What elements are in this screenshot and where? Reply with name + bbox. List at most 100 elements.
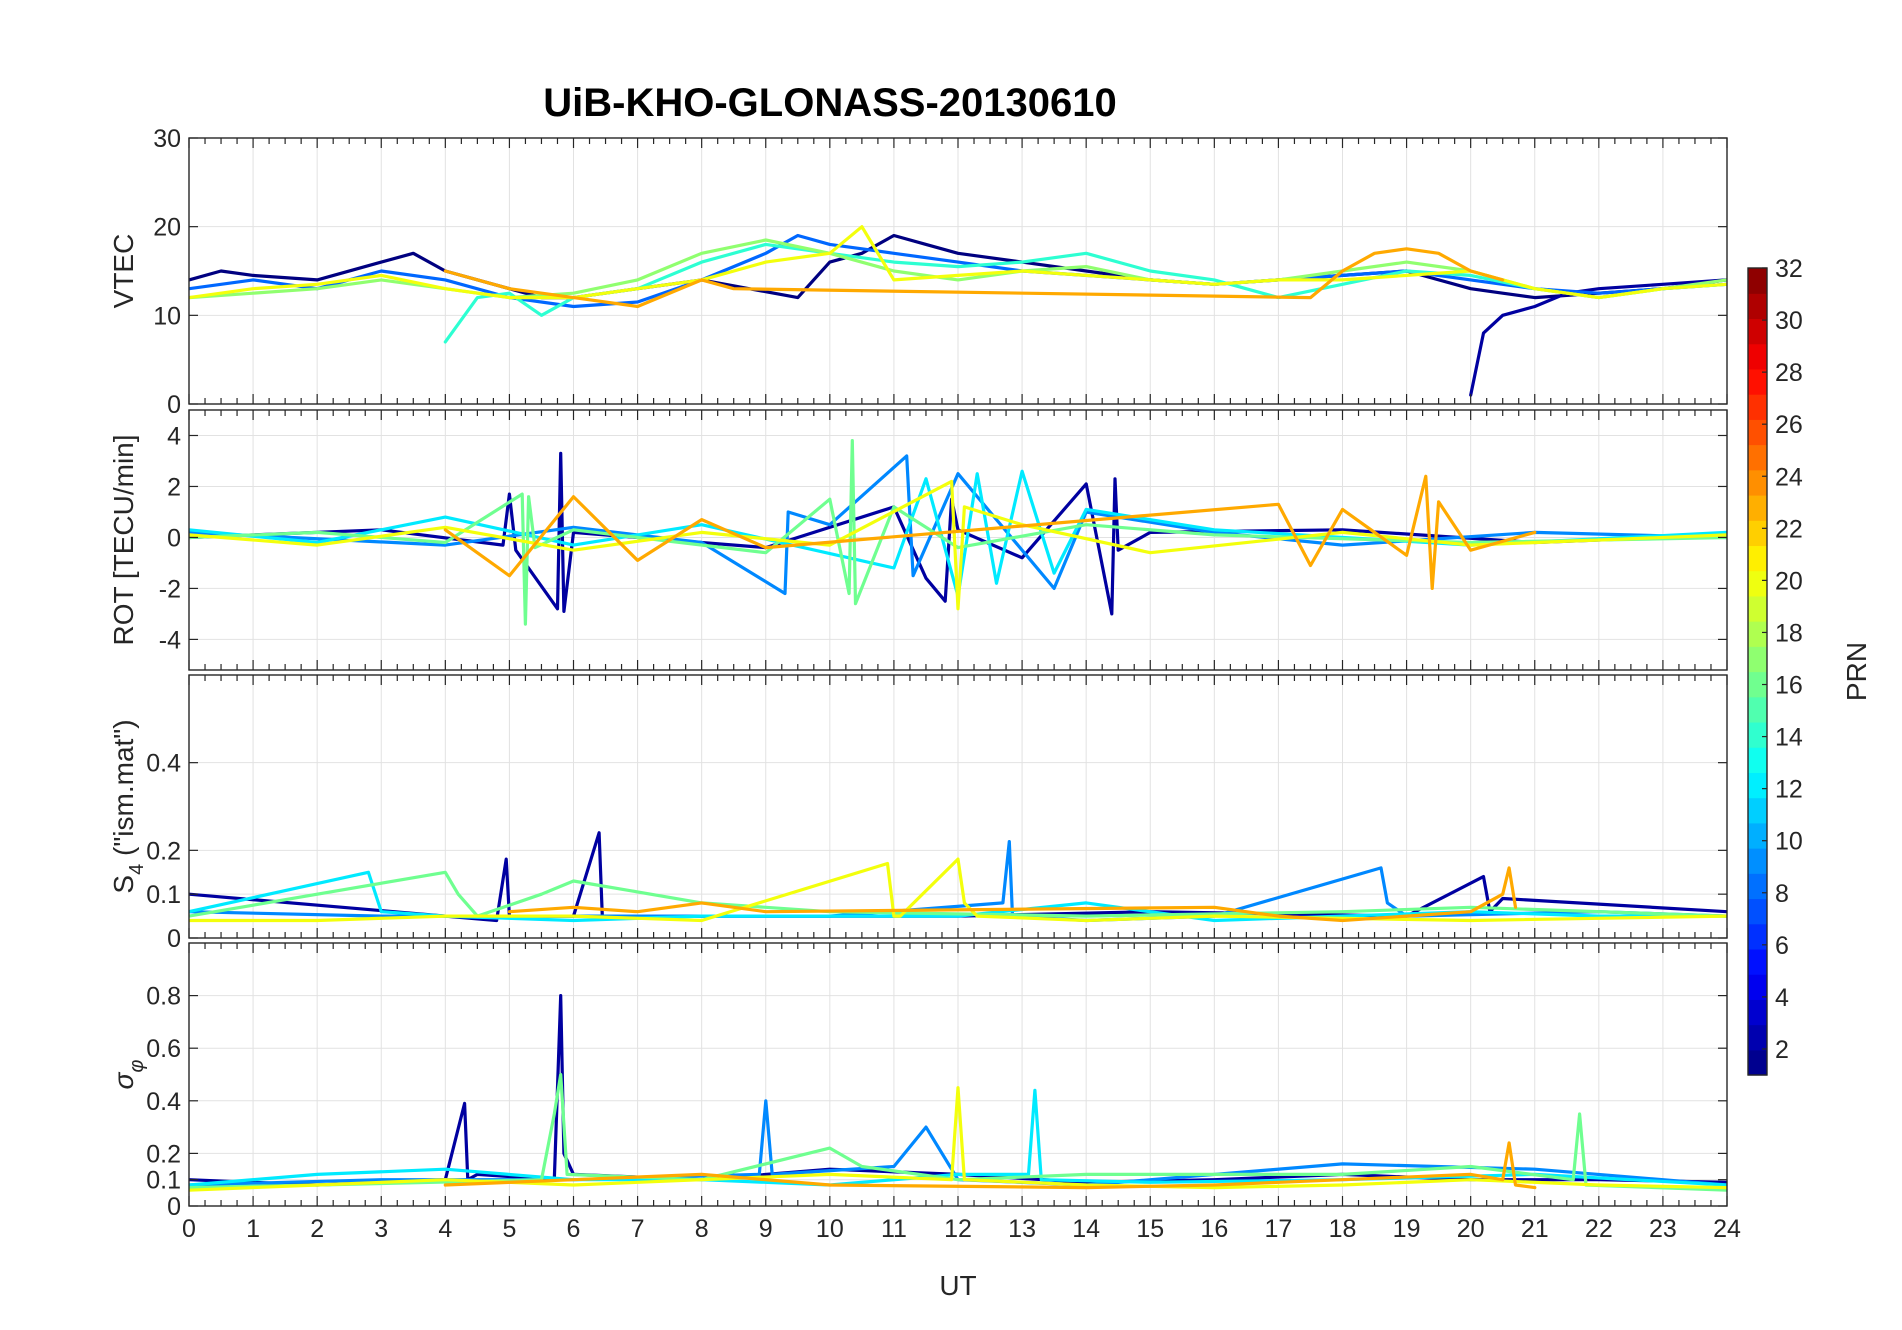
series-line-prn-1 <box>189 233 1727 300</box>
series-line-prn-16 <box>189 1072 1727 1192</box>
y-tick-label: 0.4 <box>146 1088 181 1116</box>
colorbar-tick-label: 30 <box>1775 307 1803 335</box>
series-group <box>189 831 1727 923</box>
x-tick-label: 14 <box>1072 1215 1100 1243</box>
chart-title: UiB-KHO-GLONASS-20130610 <box>543 81 1117 125</box>
colorbar-band <box>1748 1024 1767 1051</box>
panel-frame <box>188 674 1728 939</box>
y-tick-label: 30 <box>153 125 181 153</box>
series-line-prn-20 <box>189 479 1727 611</box>
series-line-prn-8 <box>189 233 1727 309</box>
x-tick-label: 5 <box>502 1215 516 1243</box>
colorbar-band <box>1748 923 1767 950</box>
colorbar-band <box>1748 520 1767 547</box>
colorbar-band <box>1748 293 1767 320</box>
series-line-prn-23 <box>443 247 1505 309</box>
series-line-prn-14 <box>443 242 1727 344</box>
x-tick-label: 8 <box>695 1215 709 1243</box>
y-tick-label: 10 <box>153 302 181 330</box>
x-tick-label: 11 <box>881 1215 907 1243</box>
series-line-prn-2 <box>1469 278 1727 397</box>
series-line-prn-23 <box>507 866 1518 923</box>
x-tick-label: 18 <box>1329 1215 1357 1243</box>
colorbar-band <box>1748 873 1767 900</box>
colorbar-frame <box>1747 267 1768 1076</box>
x-tick-label: 21 <box>1521 1215 1549 1243</box>
x-tick-label: 22 <box>1585 1215 1613 1243</box>
colorbar-band <box>1748 948 1767 975</box>
x-tick-label: 9 <box>759 1215 773 1243</box>
y-tick-label: -2 <box>159 575 181 603</box>
colorbar-tick-label: 4 <box>1775 984 1789 1012</box>
colorbar-band <box>1748 974 1767 1000</box>
series-group <box>189 993 1727 1192</box>
y-tick-label: 0.8 <box>146 983 181 1011</box>
series-line-prn-20 <box>189 1086 1727 1192</box>
y-tick-label: 0 <box>167 524 181 552</box>
colorbar-tick-label: 14 <box>1775 724 1803 752</box>
y-tick-label: 0 <box>167 1193 181 1221</box>
x-tick-label: 3 <box>374 1215 388 1243</box>
y-tick-label: 0.4 <box>146 750 181 778</box>
x-tick-label: 12 <box>944 1215 972 1243</box>
y-tick-label: 0.6 <box>146 1035 181 1063</box>
series-line-prn-23 <box>443 1141 1537 1190</box>
y-tick-label: 0 <box>167 925 181 953</box>
colorbar-band <box>1748 545 1767 572</box>
x-tick-label: 2 <box>310 1215 324 1243</box>
colorbar-tick-label: 20 <box>1775 567 1803 595</box>
colorbar-tick-label: 18 <box>1775 619 1803 647</box>
y-tick-label: -4 <box>159 626 181 654</box>
y-tick-label: 0 <box>167 391 181 419</box>
colorbar-band <box>1748 595 1767 622</box>
colorbar-band <box>1748 570 1767 597</box>
panel-frame <box>188 409 1728 671</box>
colorbar-band <box>1748 747 1767 773</box>
colorbar-tick-label: 24 <box>1775 463 1803 491</box>
colorbar-band <box>1748 696 1767 723</box>
colorbar-band <box>1748 898 1767 925</box>
colorbar-band <box>1748 621 1767 647</box>
x-tick-label: 23 <box>1649 1215 1677 1243</box>
colorbar-tick-label: 28 <box>1775 359 1803 387</box>
colorbar-band <box>1748 772 1767 799</box>
y-tick-label: 4 <box>167 422 181 450</box>
colorbar-tick-label: 2 <box>1775 1036 1789 1064</box>
x-tick-label: 17 <box>1265 1215 1293 1243</box>
colorbar-band <box>1748 721 1767 748</box>
x-tick-label: 20 <box>1457 1215 1485 1243</box>
y-axis-label: ROT [TECU/min] <box>108 434 139 645</box>
x-tick-label: 6 <box>567 1215 581 1243</box>
x-tick-label: 7 <box>631 1215 645 1243</box>
y-tick-label: 0.2 <box>146 1140 181 1168</box>
x-tick-label: 19 <box>1393 1215 1421 1243</box>
colorbar-band <box>1748 394 1767 420</box>
colorbar-band <box>1748 494 1767 521</box>
colorbar-tick-label: 32 <box>1775 255 1803 283</box>
series-line-prn-16 <box>189 439 1727 626</box>
y-axis-label: S4 ("ism.mat") <box>108 719 148 893</box>
colorbar-band <box>1748 1049 1767 1076</box>
panel-frame <box>188 137 1728 405</box>
colorbar-band <box>1748 469 1767 496</box>
colorbar-band <box>1748 671 1767 698</box>
colorbar-band <box>1748 646 1767 673</box>
colorbar-tick-label: 22 <box>1775 515 1803 543</box>
y-tick-label: 0.1 <box>146 881 181 909</box>
colorbar-tick-label: 8 <box>1775 880 1789 908</box>
y-axis-label: VTEC <box>108 234 139 309</box>
series-line-prn-16 <box>189 870 1727 918</box>
x-tick-label: 15 <box>1136 1215 1164 1243</box>
colorbar-band <box>1748 268 1767 294</box>
x-tick-label: 4 <box>438 1215 452 1243</box>
colorbar-band <box>1748 797 1767 824</box>
x-tick-label: 24 <box>1713 1215 1741 1243</box>
x-tick-label: 13 <box>1008 1215 1036 1243</box>
series-group <box>189 439 1727 626</box>
colorbar-band <box>1748 343 1767 370</box>
panel-frame <box>188 942 1728 1207</box>
series-line-prn-23 <box>443 474 1537 591</box>
